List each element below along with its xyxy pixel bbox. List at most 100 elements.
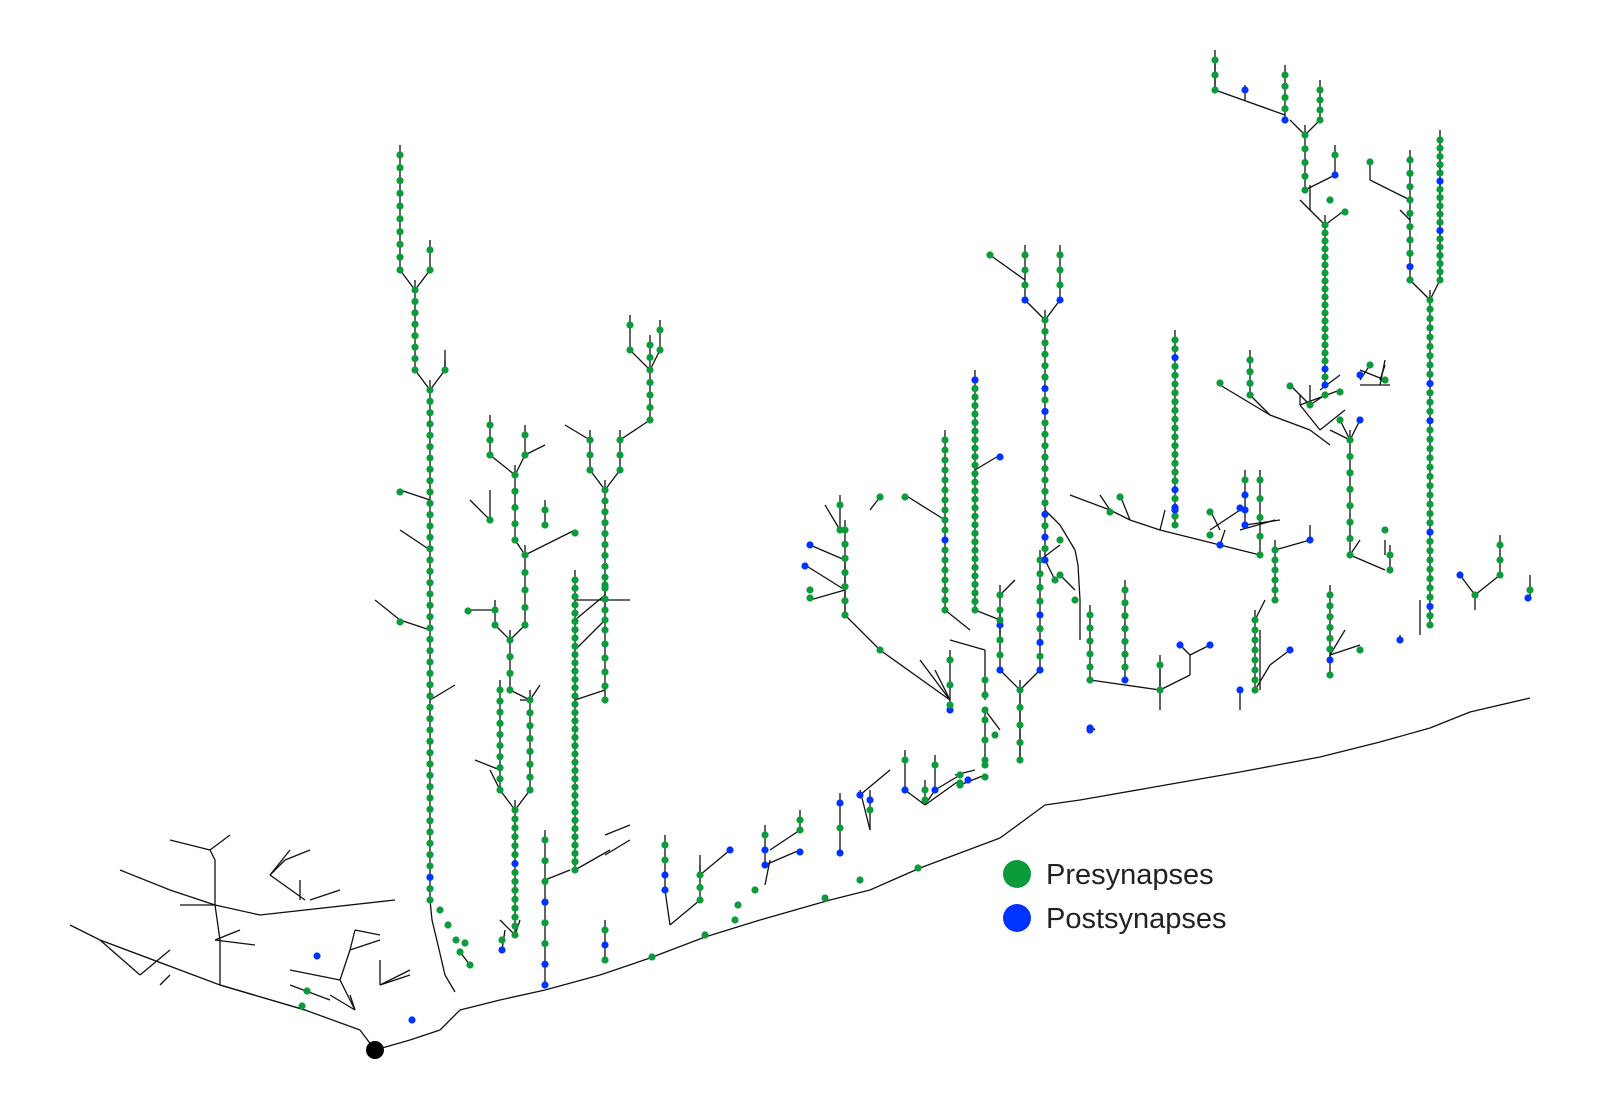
branch-segment-127 [604,824,631,836]
presynapse-node-298 [971,504,979,512]
presynapse-node-514 [1406,209,1414,217]
presynapse-node-128 [511,503,519,512]
presynapse-node-449 [1251,676,1259,684]
presynapse-node-335 [876,493,884,501]
postsynapse-node-483 [1426,528,1434,536]
postsynapse-node-87 [511,859,519,868]
postsynapse-node-556 [1524,594,1532,602]
postsynapse-node-141 [541,960,549,968]
postsynapse-node-224 [661,886,669,894]
presynapse-node-608 [1211,56,1219,64]
branch-segment-200 [1044,559,1056,581]
presynapse-node-480 [1426,556,1434,564]
postsynapse-node-235 [796,848,804,856]
dendrogram-branches [69,50,1531,1051]
branch-segment-61 [379,974,411,986]
branch-segment-120 [574,594,606,621]
presynapse-node-150 [571,849,579,858]
presynapse-node-550 [1381,526,1389,534]
presynapse-node-582 [1321,261,1329,269]
presynapse-node-31 [426,590,434,598]
presynapse-node-477 [1426,584,1434,592]
presynapse-node-76 [456,948,464,956]
presynapse-node-127 [511,520,519,528]
presynapse-node-56 [411,297,419,306]
branch-segment-180 [974,609,1001,621]
presynapse-node-46 [426,420,434,428]
presynapse-node-572 [1321,341,1329,349]
presynapse-node-22 [426,692,434,700]
presynapse-node-308 [971,418,979,427]
presynapse-node-218 [626,321,634,329]
presynapse-node-299 [971,495,979,503]
presynapse-node-581 [1321,269,1329,277]
presynapse-node-290 [971,572,979,580]
presynapse-node-145 [541,877,549,886]
presynapse-node-378 [1051,576,1059,584]
presynapse-node-259 [1016,721,1024,729]
presynapse-node-468 [1326,613,1334,621]
branch-segment-12 [649,936,706,959]
presynapse-node-219 [656,346,664,354]
presynapse-node-399 [1121,637,1129,646]
presynapse-node-61 [396,240,404,249]
presynapse-node-149 [571,858,579,866]
presynapse-node-223 [601,926,609,934]
presynapse-node-386 [1056,281,1064,289]
presynapse-node-68 [396,151,404,159]
branch-segment-146 [699,849,731,876]
branch-segment-196 [809,589,846,601]
postsynapse-node-499 [1426,379,1434,388]
presynapse-node-489 [1426,472,1434,481]
presynapse-node-344 [841,540,849,548]
presynapse-node-284 [996,636,1004,644]
presynapse-node-69 [426,266,434,274]
presynapse-node-509 [1406,276,1414,284]
presynapse-node-186 [601,696,609,704]
presynapse-node-334 [901,493,909,501]
presynapse-node-36 [426,533,434,541]
presynapse-node-575 [1321,317,1329,325]
presynapse-node-103 [496,708,504,716]
presynapse-node-47 [426,409,434,417]
presynapse-node-202 [601,497,609,505]
presynapse-node-348 [806,586,814,594]
presynapse-node-585 [1321,237,1329,245]
presynapse-node-593 [1301,145,1309,153]
presynapse-node-565 [1286,382,1294,390]
presynapse-node-481 [1426,547,1434,555]
branch-segment-224 [1069,494,1111,511]
presynapse-node-271 [1036,625,1044,633]
presynapse-node-110 [526,734,534,743]
presynapse-node-482 [1426,537,1434,546]
presynapse-node-324 [941,526,949,534]
presynapse-node-576 [1321,309,1329,317]
presynapse-node-269 [1036,652,1044,660]
presynapse-node-71 [396,488,404,496]
postsynapse-node-369 [1041,407,1049,416]
postsynapse-node-248 [931,786,939,794]
presynapse-node-461 [1271,546,1279,554]
presynapse-node-24 [426,669,434,677]
presynapse-node-512 [1406,236,1414,244]
presynapse-node-530 [1436,185,1444,194]
presynapse-node-65 [396,189,404,197]
presynapse-node-492 [1426,444,1434,453]
branch-segment-107 [524,529,576,556]
presynapse-node-359 [1041,522,1049,530]
presynapse-node-260 [1016,703,1024,712]
presynapse-node-32 [426,579,434,587]
postsynapse-node-240 [836,849,844,857]
presynapse-node-327 [941,496,949,504]
presynapse-node-294 [971,538,979,546]
presynapse-node-114 [506,686,514,694]
branch-segment-69 [414,369,431,391]
presynapse-node-211 [646,403,654,412]
presynapse-node-41 [426,477,434,485]
presynapse-node-208 [616,451,624,459]
branch-segment-128 [574,849,611,871]
branch-segment-24 [1239,756,1321,773]
branch-segment-177 [949,639,986,651]
presynapse-node-508 [1426,296,1434,304]
branch-segment-79 [399,529,431,551]
